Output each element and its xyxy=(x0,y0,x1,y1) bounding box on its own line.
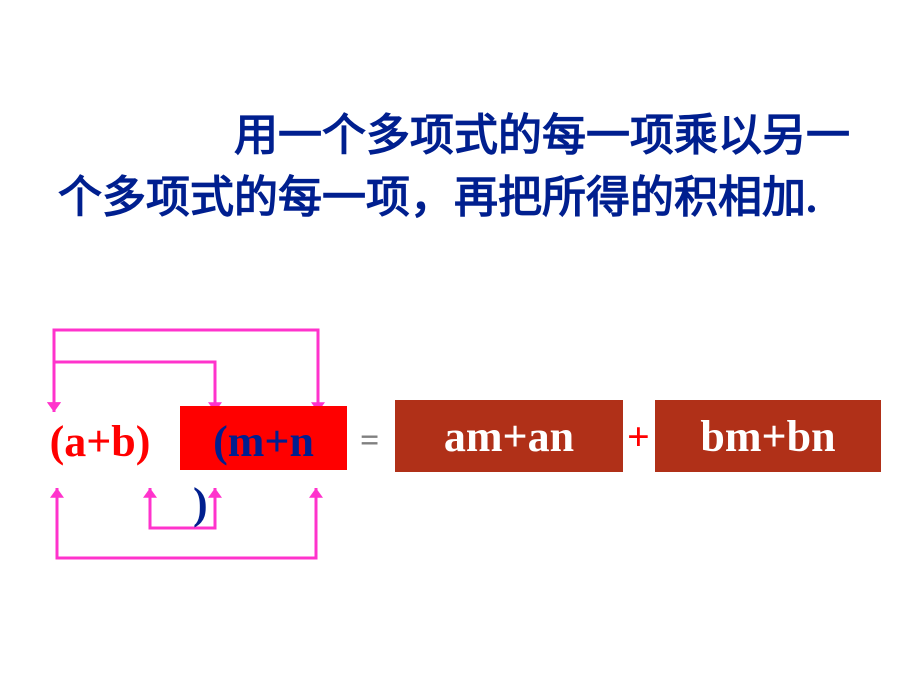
am-an-box: am+an xyxy=(395,400,623,472)
formula-area: (a+b) (m+n ) = am+an + bm+bn xyxy=(0,320,920,600)
plus-sign: + xyxy=(627,413,650,460)
mn-close-paren: ) xyxy=(193,478,208,529)
term-m-plus-n: (m+n xyxy=(180,416,347,467)
term-bm-bn: bm+bn xyxy=(700,411,835,462)
explanation-text: 用一个多项式的每一项乘以另一个多项式的每一项，再把所得的积相加. xyxy=(58,105,878,228)
term-am-an: am+an xyxy=(444,411,574,462)
term-a-plus-b: (a+b) xyxy=(25,416,175,467)
bm-bn-box: bm+bn xyxy=(655,400,881,472)
equals-sign: = xyxy=(360,422,379,460)
